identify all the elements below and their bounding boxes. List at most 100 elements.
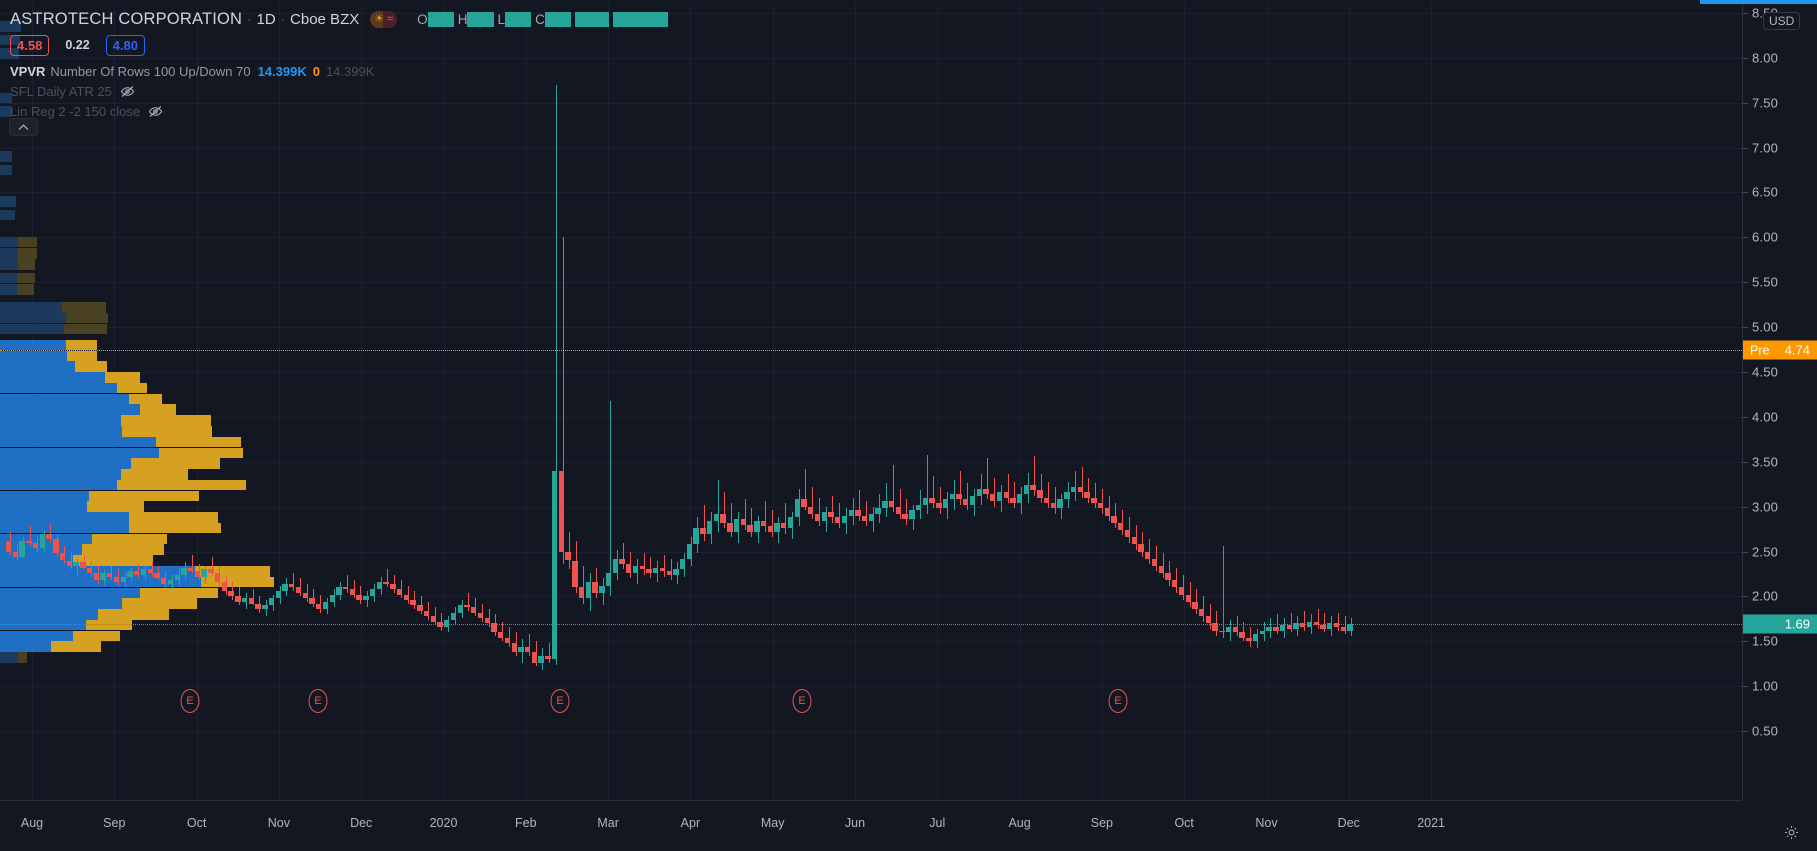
candle-wick <box>1304 610 1306 631</box>
volume-profile-up-bar <box>0 652 18 663</box>
candle-wick <box>1337 612 1339 631</box>
candle-body <box>161 578 167 584</box>
candle-body <box>403 594 410 600</box>
candle-body <box>46 533 52 539</box>
candle-body <box>578 587 585 599</box>
volume-profile-up-bar <box>0 284 18 295</box>
candle-body <box>1165 573 1171 581</box>
price-axis-tick-mark <box>1743 102 1748 104</box>
candle-body <box>430 616 436 622</box>
volume-profile-row <box>0 372 390 383</box>
candle-body <box>720 513 726 523</box>
volume-profile-up-bar <box>0 630 73 642</box>
candle-body <box>929 497 935 504</box>
candle-body <box>208 569 214 574</box>
candle-body <box>214 573 221 583</box>
candle-wick <box>812 486 814 520</box>
volume-profile-up-bar <box>0 272 18 283</box>
candle-wick <box>569 531 571 570</box>
candle-wick <box>1047 481 1049 509</box>
gridline-horizontal <box>0 731 1742 733</box>
time-axis-label: Nov <box>267 816 291 830</box>
candle-body <box>767 526 773 532</box>
candle-body <box>835 517 841 523</box>
candle-wick <box>1236 616 1238 636</box>
candle-body <box>336 587 342 595</box>
candle-body <box>59 553 66 561</box>
volume-profile-up-bar <box>0 393 129 405</box>
volume-profile-row <box>0 522 390 534</box>
candle-wick <box>502 621 504 642</box>
price-axis-label: 6.50 <box>1752 184 1779 200</box>
price-scale[interactable]: 8.508.007.507.006.506.005.505.004.504.00… <box>1742 4 1817 800</box>
candle-body <box>390 583 396 590</box>
candle-body <box>504 637 511 644</box>
gridline-horizontal <box>0 551 1742 553</box>
volume-profile-down-bar <box>17 248 37 259</box>
volume-profile-up-bar <box>0 21 22 32</box>
candle-wick <box>252 589 254 606</box>
chart-settings-button[interactable] <box>1784 825 1799 845</box>
volume-profile-row <box>0 512 390 523</box>
volume-profile-row <box>0 323 390 335</box>
candle-body <box>1057 499 1063 509</box>
candle-wick <box>414 591 416 609</box>
earnings-marker[interactable]: E <box>550 689 570 713</box>
candle-body <box>12 551 19 557</box>
volume-profile-up-bar <box>0 501 87 512</box>
candle-body <box>262 605 268 609</box>
candle-body <box>990 494 996 502</box>
candle-body <box>801 499 807 507</box>
volume-profile-row <box>0 312 390 324</box>
earnings-marker[interactable]: E <box>180 689 200 713</box>
price-axis-tick-mark <box>1743 282 1748 284</box>
volume-profile-up-bar <box>0 447 160 459</box>
candle-body <box>73 562 79 566</box>
candle-body <box>902 513 908 520</box>
candle-body <box>1084 492 1090 498</box>
candle-body <box>706 521 713 534</box>
candle-body <box>275 591 281 599</box>
collapse-legend-button[interactable] <box>9 118 38 136</box>
candle-body <box>120 576 126 583</box>
candle-body <box>1246 637 1252 642</box>
volume-profile-row <box>0 566 390 577</box>
candle-body <box>349 589 356 595</box>
candle-body <box>524 646 531 653</box>
time-axis-label: 2020 <box>429 816 458 830</box>
volume-profile-down-bar <box>17 284 35 295</box>
candle-body <box>518 646 524 653</box>
candle-wick <box>650 556 652 579</box>
candle-body <box>821 512 827 521</box>
price-axis-label: 2.00 <box>1752 588 1779 604</box>
volume-profile-up-bar <box>0 151 13 162</box>
earnings-marker[interactable]: E <box>792 689 812 713</box>
volume-profile-row <box>0 501 390 512</box>
candle-wick <box>933 476 935 509</box>
volume-profile-down-bar <box>64 323 108 335</box>
candle-body <box>396 589 403 595</box>
price-axis-label: 4.50 <box>1752 364 1779 380</box>
volume-profile-row <box>0 259 390 270</box>
volume-profile-row <box>0 469 390 480</box>
candle-wick <box>1054 486 1056 514</box>
earnings-marker[interactable]: E <box>1108 689 1128 713</box>
candle-body <box>531 652 538 663</box>
volume-profile-up-bar <box>0 522 129 534</box>
candle-wick <box>987 458 989 500</box>
volume-profile-row <box>0 34 390 46</box>
currency-chip[interactable]: USD <box>1763 12 1801 30</box>
time-scale[interactable]: Aug Sep Oct Nov Dec 2020 Feb Mar Apr May Jun Jul Aug… <box>0 800 1742 851</box>
candle-body <box>599 585 605 593</box>
price-axis-label: 1.50 <box>1752 633 1779 649</box>
candle-wick <box>892 465 894 513</box>
candle-wick <box>1088 477 1090 504</box>
earnings-marker[interactable]: E <box>308 689 328 713</box>
candle-body <box>511 643 517 653</box>
candle-body <box>1003 492 1009 498</box>
candle-body <box>545 655 551 660</box>
candle-wick <box>1277 614 1279 635</box>
candle-wick <box>1101 488 1103 514</box>
candle-wick <box>1041 474 1043 504</box>
